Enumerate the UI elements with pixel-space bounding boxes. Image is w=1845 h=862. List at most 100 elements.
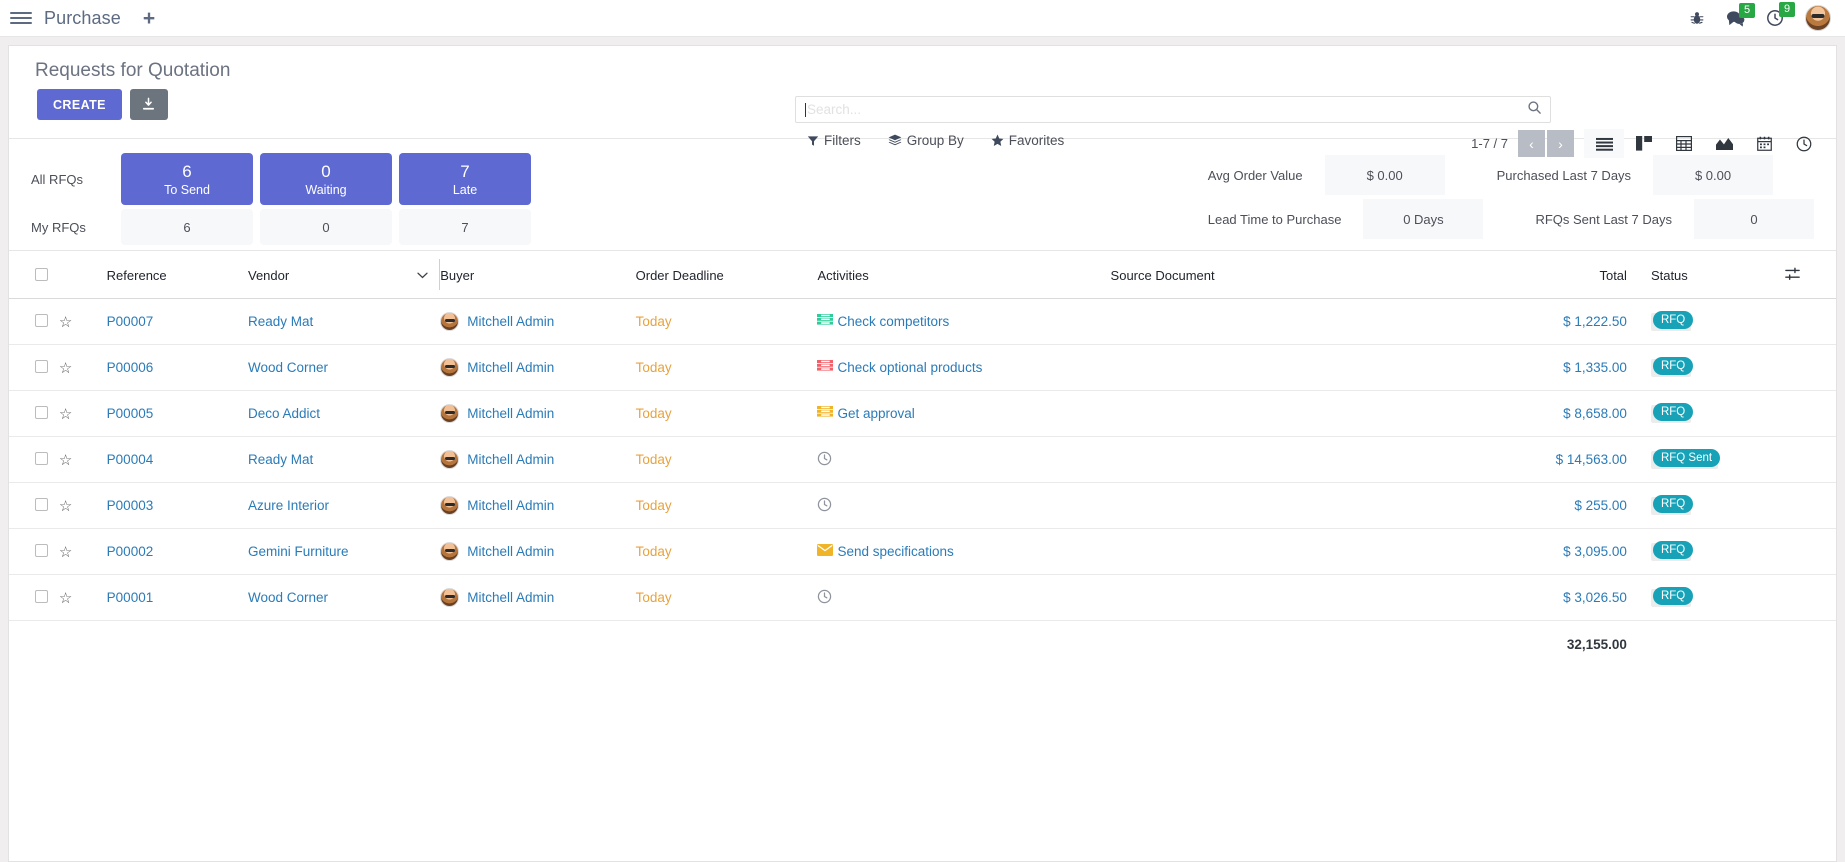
row-vendor-cell[interactable]: Gemini Furniture [248,528,441,575]
row-activities-cell[interactable]: Check competitors [817,298,1111,345]
optional-columns-header[interactable] [1783,251,1836,299]
group-by-dropdown[interactable]: Group By [888,133,964,148]
messages-icon[interactable]: 5 [1726,2,1755,27]
header-order-deadline[interactable]: Order Deadline [635,251,818,299]
activity-label[interactable]: Send specifications [837,544,954,559]
reference-link[interactable]: P00006 [106,360,154,375]
reference-link[interactable]: P00001 [106,590,154,605]
header-source-document[interactable]: Source Document [1110,251,1407,299]
hamburger-icon[interactable] [10,7,32,29]
row-vendor-cell[interactable]: Deco Addict [248,390,441,437]
row-activities-cell[interactable] [817,574,1111,621]
search-input[interactable]: Search... [795,96,1551,123]
table-row[interactable]: ☆ P00002 Gemini Furniture Mitchell Admin Tod… [9,528,1836,575]
row-reference-cell[interactable]: P00003 [106,482,248,529]
header-buyer[interactable]: Buyer [440,251,636,299]
bug-icon[interactable] [1689,10,1705,26]
row-checkbox[interactable] [35,313,48,327]
kanban-view-button[interactable] [1624,129,1664,158]
activity-cell[interactable]: Get approval [817,405,1110,422]
buyer-name[interactable]: Mitchell Admin [467,406,555,421]
row-reference-cell[interactable]: P00005 [106,390,248,437]
row-reference-cell[interactable]: P00001 [106,574,248,621]
row-reference-cell[interactable]: P00002 [106,528,248,575]
row-activities-cell[interactable]: Send specifications [817,528,1111,575]
avatar[interactable] [1805,5,1831,31]
row-checkbox[interactable] [35,359,48,373]
table-row[interactable]: ☆ P00005 Deco Addict Mitchell Admin Today Get… [9,390,1836,437]
header-total[interactable]: Total [1406,251,1651,299]
table-row[interactable]: ☆ P00006 Wood Corner Mitchell Admin Today Che… [9,344,1836,391]
header-status[interactable]: Status [1650,251,1784,299]
clock-icon[interactable] [817,451,832,469]
select-all-checkbox[interactable] [35,267,48,281]
star-icon[interactable]: ☆ [58,451,73,469]
pager-previous-button[interactable]: ‹ [1518,130,1545,157]
row-checkbox[interactable] [35,589,48,603]
pager-next-button[interactable]: › [1547,130,1574,157]
upload-button[interactable] [129,89,168,120]
plus-icon[interactable]: + [142,6,156,30]
row-reference-cell[interactable]: P00007 [106,298,248,345]
header-activities[interactable]: Activities [817,251,1111,299]
activity-cell[interactable]: Check optional products [817,359,1110,376]
vendor-link[interactable]: Wood Corner [248,360,329,375]
create-button[interactable]: CREATE [37,89,122,120]
buyer-name[interactable]: Mitchell Admin [467,360,555,375]
clock-icon[interactable] [817,589,832,607]
list-view-button[interactable] [1584,129,1624,158]
filters-dropdown[interactable]: Filters [807,133,861,148]
star-icon[interactable]: ☆ [58,405,73,423]
activities-icon[interactable]: 9 [1766,2,1795,27]
star-icon[interactable]: ☆ [58,589,73,607]
activity-label[interactable]: Check competitors [837,314,950,329]
calendar-view-button[interactable] [1744,129,1784,158]
pivot-view-button[interactable] [1664,129,1704,158]
row-buyer-cell[interactable]: Mitchell Admin [440,528,636,575]
activity-cell[interactable] [817,589,1110,607]
star-icon[interactable]: ☆ [58,543,73,561]
tile-waiting[interactable]: 0 Waiting [260,153,392,205]
row-buyer-cell[interactable]: Mitchell Admin [440,344,636,391]
my-tile-to-send[interactable]: 6 [121,209,253,245]
row-reference-cell[interactable]: P00004 [106,436,248,483]
reference-link[interactable]: P00002 [106,544,154,559]
tile-to-send[interactable]: 6 To Send [121,153,253,205]
row-vendor-cell[interactable]: Wood Corner [248,344,441,391]
row-activities-cell[interactable] [817,436,1111,483]
row-reference-cell[interactable]: P00006 [106,344,248,391]
row-checkbox[interactable] [35,451,48,465]
vendor-link[interactable]: Ready Mat [248,314,314,329]
row-checkbox[interactable] [35,543,48,557]
star-icon[interactable]: ☆ [58,359,73,377]
favorites-dropdown[interactable]: Favorites [991,133,1064,148]
star-icon[interactable]: ☆ [58,497,73,515]
buyer-name[interactable]: Mitchell Admin [467,544,555,559]
activity-label[interactable]: Check optional products [837,360,983,375]
buyer-name[interactable]: Mitchell Admin [467,498,555,513]
vendor-link[interactable]: Azure Interior [248,498,330,513]
buyer-name[interactable]: Mitchell Admin [467,590,555,605]
row-buyer-cell[interactable]: Mitchell Admin [440,298,636,345]
row-checkbox[interactable] [35,497,48,511]
row-activities-cell[interactable]: Check optional products [817,344,1111,391]
row-vendor-cell[interactable]: Ready Mat [248,298,441,345]
activity-cell[interactable] [817,451,1110,469]
row-buyer-cell[interactable]: Mitchell Admin [440,390,636,437]
vendor-link[interactable]: Gemini Furniture [248,544,349,559]
vendor-link[interactable]: Wood Corner [248,590,329,605]
row-buyer-cell[interactable]: Mitchell Admin [440,436,636,483]
table-row[interactable]: ☆ P00004 Ready Mat Mitchell Admin Today $ 14,… [9,436,1836,483]
reference-link[interactable]: P00007 [106,314,154,329]
row-activities-cell[interactable] [817,482,1111,529]
activity-view-button[interactable] [1784,129,1824,158]
vendor-link[interactable]: Ready Mat [248,452,314,467]
my-tile-late[interactable]: 7 [399,209,531,245]
buyer-name[interactable]: Mitchell Admin [467,452,555,467]
activity-label[interactable]: Get approval [837,406,915,421]
clock-icon[interactable] [817,497,832,515]
activity-cell[interactable]: Check competitors [817,313,1110,330]
reference-link[interactable]: P00003 [106,498,154,513]
table-row[interactable]: ☆ P00001 Wood Corner Mitchell Admin Today $ 3… [9,574,1836,621]
row-vendor-cell[interactable]: Wood Corner [248,574,441,621]
